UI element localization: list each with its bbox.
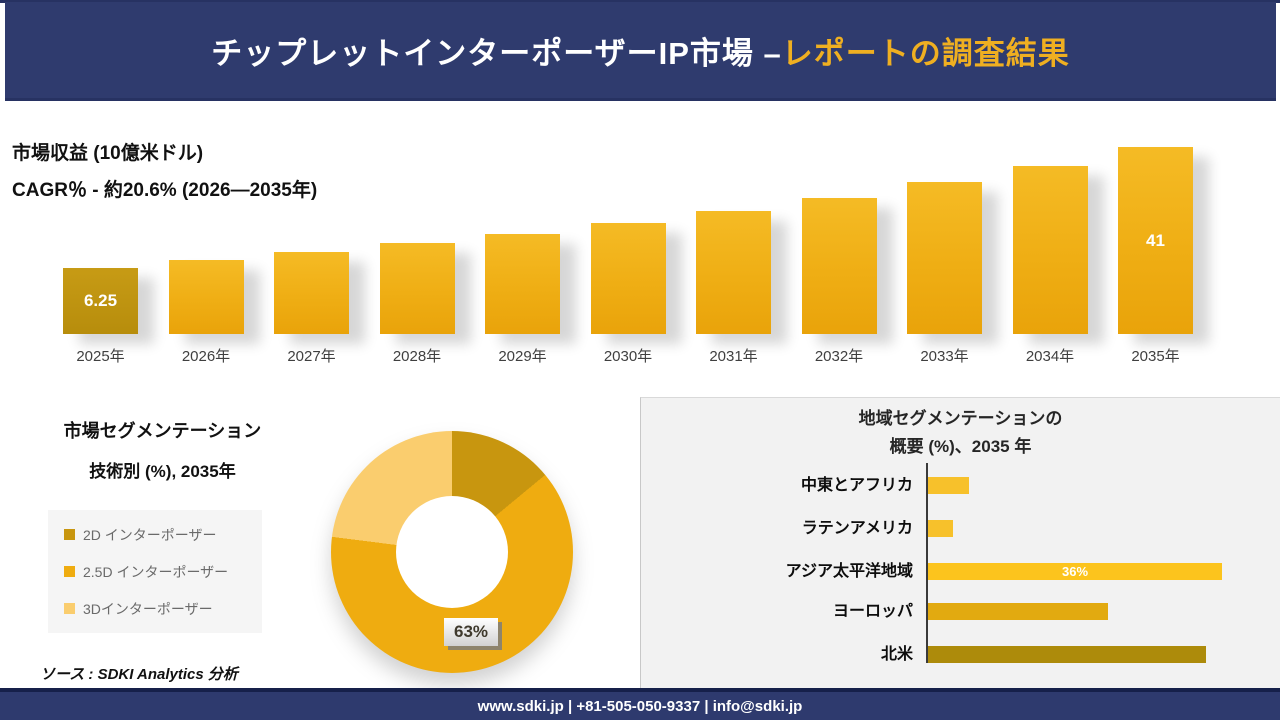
technology-legend: 2D インターポーザー 2.5D インターポーザー 3Dインターポーザー [48, 510, 262, 633]
technology-segmentation-panel: 市場セグメンテーション 技術別 (%), 2035年 2D インターポーザー 2… [0, 397, 640, 688]
donut-hole [396, 496, 508, 608]
legend-label-2d: 2D インターポーザー [83, 526, 217, 543]
regional-row-label: ヨーロッパ [832, 603, 913, 620]
revenue-bar-2030年 [590, 223, 666, 334]
legend-item-2d: 2D インターポーザー [64, 525, 262, 545]
regional-title-line1: 地域セグメンテーションの [858, 409, 1063, 428]
revenue-bar-2031年 [696, 211, 771, 334]
regional-row-北米: 北米 [641, 646, 1280, 663]
revenue-bar-value-label: 6.25 [83, 291, 118, 310]
regional-title: 地域セグメンテーションの 概要 (%)、2035 年 [641, 405, 1280, 461]
page-title-accent: レポートの調査結果 [781, 35, 1070, 71]
legend-swatch-2d [64, 529, 75, 540]
revenue-bar-category: 2029年 [498, 348, 547, 365]
legend-swatch-3d [64, 603, 75, 614]
revenue-bar-category: 2033年 [920, 348, 969, 365]
regional-axis-line [926, 463, 928, 663]
regional-bar [928, 646, 1206, 663]
revenue-chart-title: 市場収益 (10億米ドル) [12, 143, 204, 164]
footer-bar: www.sdki.jp | +81-505-050-9337 | info@sd… [0, 688, 1280, 720]
revenue-bar-category: 2027年 [287, 348, 336, 365]
revenue-bar-category: 2030年 [603, 348, 653, 365]
revenue-bar-category: 2032年 [814, 348, 864, 365]
technology-segmentation-subtitle: 技術別 (%), 2035年 [89, 462, 236, 481]
regional-segmentation-panel: 地域セグメンテーションの 概要 (%)、2035 年 中東とアフリカ ラテンアメリ… [640, 397, 1280, 688]
technology-segmentation-title: 市場セグメンテーション [63, 421, 262, 441]
technology-segmentation-titles: 市場セグメンテーション 技術別 (%), 2035年 [20, 417, 305, 482]
regional-row-中東とアフリカ: 中東とアフリカ [641, 477, 1280, 494]
regional-row-ヨーロッパ: ヨーロッパ [641, 603, 1280, 620]
legend-item-3d: 3Dインターポーザー [64, 599, 262, 619]
regional-title-line2: 概要 (%)、2035 年 [889, 437, 1032, 456]
revenue-bar-2035年: 41 [1118, 147, 1193, 334]
regional-bar [928, 477, 969, 494]
revenue-bar-2025年: 6.25 [63, 268, 138, 334]
legend-item-2-5d: 2.5D インターポーザー [64, 562, 262, 582]
revenue-bar-2029年 [485, 234, 560, 334]
revenue-bar-value-label: 41 [1146, 230, 1165, 250]
legend-swatch-2-5d [64, 566, 75, 577]
revenue-chart-cagr: CAGR％ - 約20.6% (2026―2035年) [12, 180, 318, 201]
revenue-bar-2032年 [801, 198, 877, 334]
regional-bar: 36% [928, 563, 1222, 580]
revenue-bar-category: 2035年 [1131, 348, 1180, 365]
revenue-bar-category: 2034年 [1025, 348, 1075, 365]
revenue-bar-category: 2026年 [181, 348, 231, 365]
regional-bar [928, 520, 953, 537]
regional-row-アジア太平洋地域: アジア太平洋地域 36% [641, 563, 1280, 580]
regional-row-label: ラテンアメリカ [801, 520, 913, 537]
legend-label-2-5d: 2.5D インターポーザー [83, 563, 229, 580]
footer-contact: www.sdki.jp | +81-505-050-9337 | info@sd… [477, 697, 803, 715]
source-note: ソース : SDKI Analytics 分析 [40, 666, 238, 683]
revenue-bar-2028年 [379, 243, 455, 334]
regional-row-label: 北米 [880, 646, 913, 663]
revenue-bar-2026年 [168, 260, 244, 334]
top-border [0, 0, 1280, 3]
revenue-bar-2034年 [1012, 166, 1088, 334]
header-banner: チップレットインターポーザーIP市場 –レポートの調査結果 [5, 2, 1276, 101]
donut-chart: 63% [331, 431, 573, 673]
regional-bar [928, 603, 1108, 620]
revenue-bar-category: 2028年 [392, 348, 442, 365]
legend-label-3d: 3Dインターポーザー [83, 600, 213, 617]
revenue-bar-2033年 [907, 182, 982, 334]
page-title-main: チップレットインターポーザーIP市場 – [211, 35, 782, 71]
regional-bar-value-label: 36% [1061, 564, 1089, 579]
donut-value-label: 63% [444, 618, 499, 646]
regional-row-label: 中東とアフリカ [800, 477, 913, 494]
regional-row-label: アジア太平洋地域 [785, 563, 913, 580]
revenue-bar-2027年 [274, 252, 349, 334]
regional-row-ラテンアメリカ: ラテンアメリカ [641, 520, 1280, 537]
revenue-bar-category: 2025年 [76, 348, 125, 365]
revenue-bar-category: 2031年 [709, 348, 758, 365]
page-title: チップレットインターポーザーIP市場 –レポートの調査結果 [211, 28, 1070, 73]
